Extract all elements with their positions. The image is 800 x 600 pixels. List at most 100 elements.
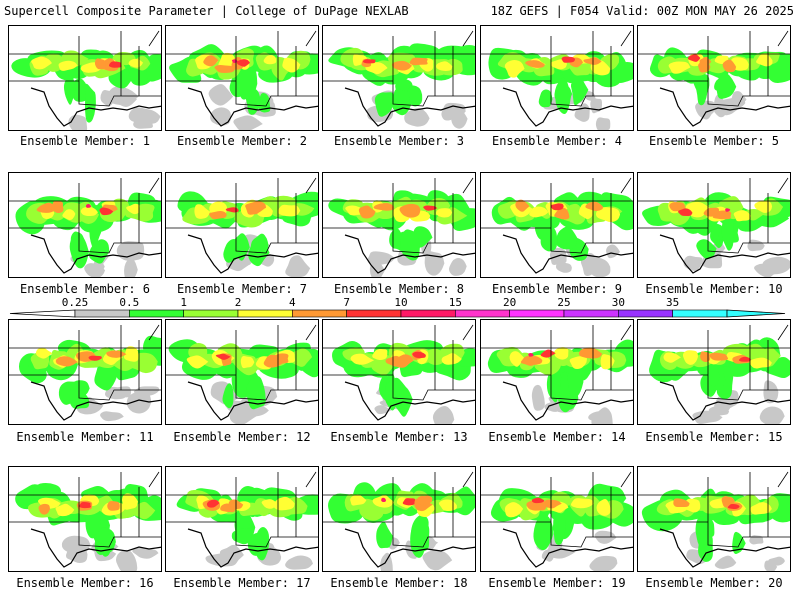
scp-contour-fill bbox=[273, 353, 289, 364]
scp-contour-fill bbox=[71, 78, 89, 102]
scp-contour-fill bbox=[546, 368, 562, 403]
member-map-svg bbox=[481, 177, 633, 277]
boundary-lines bbox=[166, 471, 318, 548]
member-map-svg bbox=[9, 471, 161, 571]
scp-contour-fill bbox=[423, 205, 438, 211]
scp-low-values bbox=[68, 86, 161, 130]
scp-contour-fill bbox=[373, 202, 394, 211]
scp-contour-fill bbox=[588, 411, 610, 422]
boundary-lines bbox=[9, 30, 161, 107]
scp-contour-fill bbox=[404, 108, 430, 127]
legend-tick-label: 0.5 bbox=[119, 296, 140, 309]
scp-contour-fill bbox=[528, 353, 534, 357]
scp-contour-fill bbox=[285, 255, 311, 277]
state-boundaries bbox=[166, 324, 318, 401]
ensemble-member-label: Ensemble Member: 12 bbox=[173, 430, 311, 444]
scp-contour-fill bbox=[78, 501, 91, 509]
scp-contour-fill bbox=[92, 260, 105, 276]
ensemble-member-map bbox=[637, 319, 791, 425]
scp-contour-fill bbox=[38, 503, 50, 515]
scp-contour-fill bbox=[436, 61, 453, 71]
scp-contour-fill bbox=[231, 528, 252, 545]
member-map-svg bbox=[323, 324, 475, 424]
scp-contour-fill bbox=[583, 57, 602, 65]
scp-contour-fill bbox=[85, 204, 92, 208]
scp-shaded-areas bbox=[490, 483, 633, 551]
member-map-svg bbox=[323, 471, 475, 571]
scp-contour-fill bbox=[682, 350, 698, 365]
ensemble-member-map bbox=[165, 319, 319, 425]
legend-tick-label: 25 bbox=[557, 296, 571, 309]
gulf-coastline bbox=[659, 234, 790, 274]
scp-contour-fill bbox=[55, 356, 78, 367]
state-boundaries bbox=[638, 471, 790, 548]
state-boundaries bbox=[481, 177, 633, 254]
scp-contour-fill bbox=[725, 208, 731, 212]
scp-shaded-areas bbox=[11, 49, 161, 123]
scp-contour-fill bbox=[416, 495, 433, 505]
scp-contour-fill bbox=[31, 56, 52, 70]
state-boundaries bbox=[481, 30, 633, 107]
scp-contour-fill bbox=[570, 498, 594, 509]
ensemble-member-label: Ensemble Member: 6 bbox=[19, 282, 151, 296]
scp-contour-fill bbox=[380, 552, 393, 571]
legend-color-swatch bbox=[346, 309, 402, 318]
boundary-lines bbox=[9, 471, 161, 548]
scp-contour-fill bbox=[553, 507, 566, 545]
scp-contour-fill bbox=[588, 257, 611, 277]
scp-contour-fill bbox=[531, 384, 545, 411]
scp-contour-fill bbox=[696, 79, 708, 106]
scp-contour-fill bbox=[595, 207, 621, 223]
scp-shaded-areas bbox=[491, 191, 633, 261]
scp-contour-fill bbox=[520, 355, 539, 366]
legend-color-swatch bbox=[618, 309, 673, 318]
gulf-coastline bbox=[30, 234, 161, 274]
member-map-svg bbox=[638, 177, 790, 277]
boundary-lines bbox=[481, 177, 633, 254]
scp-shaded-areas bbox=[168, 339, 318, 410]
legend-color-swatch bbox=[183, 309, 239, 318]
gulf-coastline bbox=[30, 87, 161, 127]
scp-contour-fill bbox=[529, 206, 549, 218]
scp-contour-fill bbox=[569, 356, 587, 369]
scp-contour-fill bbox=[203, 55, 219, 67]
legend-tick-label: 35 bbox=[666, 296, 680, 309]
scp-contour-fill bbox=[504, 502, 524, 518]
scp-contour-fill bbox=[374, 92, 394, 117]
scp-contour-fill bbox=[113, 91, 137, 108]
ensemble-member-map bbox=[480, 172, 634, 278]
scp-contour-fill bbox=[567, 368, 584, 398]
ensemble-member-map bbox=[8, 172, 162, 278]
legend-color-swatch bbox=[237, 309, 293, 318]
scp-contour-fill bbox=[132, 547, 159, 559]
scp-contour-fill bbox=[369, 259, 385, 277]
scp-contour-fill bbox=[668, 61, 691, 74]
scp-contour-fill bbox=[55, 503, 75, 517]
scp-contour-fill bbox=[372, 349, 388, 361]
member-map-svg bbox=[638, 324, 790, 424]
scp-contour-fill bbox=[554, 347, 569, 360]
scp-contour-fill bbox=[749, 357, 772, 369]
ensemble-member-map bbox=[480, 466, 634, 572]
scp-contour-fill bbox=[126, 392, 152, 414]
scp-contour-fill bbox=[263, 55, 277, 65]
boundary-lines bbox=[638, 471, 790, 548]
scp-contour-fill bbox=[233, 115, 263, 130]
legend-tick-label: 7 bbox=[343, 296, 350, 309]
scp-contour-fill bbox=[673, 498, 690, 507]
scp-contour-fill bbox=[285, 555, 313, 570]
state-boundaries bbox=[9, 471, 161, 548]
scp-contour-fill bbox=[194, 204, 211, 219]
gulf-coastline bbox=[344, 234, 475, 274]
scp-contour-fill bbox=[595, 117, 611, 130]
scp-contour-fill bbox=[350, 353, 375, 365]
scp-shaded-areas bbox=[641, 488, 790, 562]
gulf-coastline bbox=[502, 528, 633, 568]
ensemble-member-label: Ensemble Member: 5 bbox=[648, 134, 780, 148]
scp-contour-fill bbox=[238, 65, 258, 100]
legend-tick-label: 30 bbox=[611, 296, 625, 309]
legend-color-swatch bbox=[129, 309, 184, 318]
scp-contour-fill bbox=[714, 555, 737, 569]
state-boundaries bbox=[9, 177, 161, 254]
scp-contour-fill bbox=[210, 107, 232, 126]
